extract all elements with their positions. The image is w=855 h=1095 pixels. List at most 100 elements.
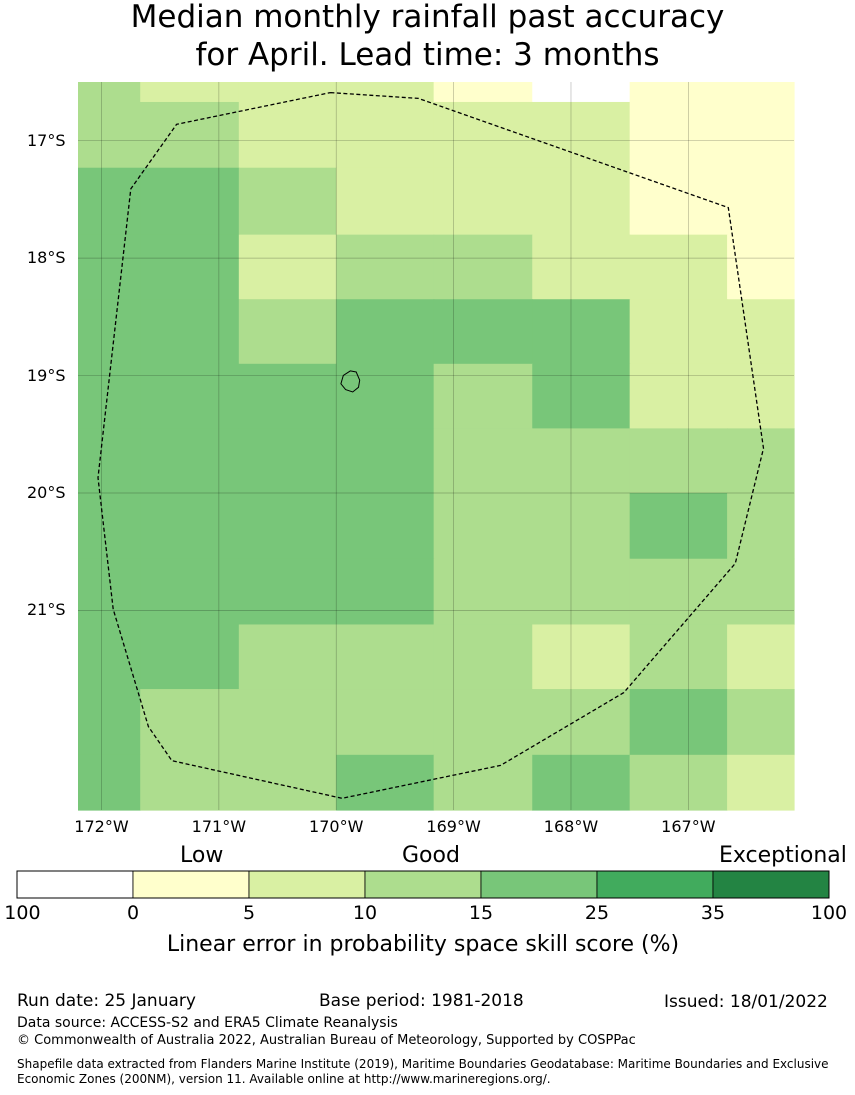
grid-cell <box>78 624 141 690</box>
grid-cell <box>433 82 533 103</box>
eez-boundary <box>97 91 765 799</box>
grid-cell <box>433 167 533 236</box>
grid-cell <box>336 689 435 756</box>
grid-cell <box>238 299 337 365</box>
grid-cell <box>140 167 240 236</box>
map-title-line-2: for April. Lead time: 3 months <box>195 37 660 73</box>
grid-cell <box>433 624 533 690</box>
grid-cell <box>629 754 728 811</box>
grid-cell <box>433 234 533 300</box>
grid-cell <box>140 234 240 300</box>
grid-cell <box>433 101 533 169</box>
grid-cell <box>336 492 435 560</box>
grid-cell <box>140 492 240 560</box>
grid-cell <box>532 558 631 626</box>
island-outline <box>340 370 361 393</box>
grid-cell <box>140 363 240 429</box>
grid-cell <box>336 624 435 690</box>
issued-date: Issued: 18/01/2022 <box>664 992 828 1012</box>
grid-cell <box>336 428 435 494</box>
grid-cell <box>532 101 631 169</box>
colorbar-segment <box>596 870 714 899</box>
longitude-label: 171°W <box>191 817 247 836</box>
shapefile-credit-line-1: Shapefile data extracted from Flanders M… <box>17 1057 829 1071</box>
colorbar-tick-label: 35 <box>700 902 726 924</box>
grid-cell <box>532 689 631 756</box>
grid-cell <box>532 624 631 690</box>
colorbar-frame <box>16 870 830 899</box>
grid-cell <box>433 363 533 429</box>
grid-cell <box>238 234 337 300</box>
longitude-label: 168°W <box>543 817 599 836</box>
grid-cell <box>78 82 141 103</box>
grid-cell <box>629 101 728 169</box>
grid-cell <box>629 299 728 365</box>
grid-cell <box>78 101 141 169</box>
grid-cell <box>140 754 240 811</box>
grid-cell <box>78 754 141 811</box>
grid-cell <box>238 492 337 560</box>
shapefile-credit-line-2: Economic Zones (200NM), version 11. Avai… <box>17 1072 551 1086</box>
grid-cell <box>433 428 533 494</box>
grid-cell <box>727 234 795 300</box>
grid-cell <box>78 428 141 494</box>
colorbar-segment <box>132 870 250 899</box>
colorbar-segment <box>480 870 598 899</box>
longitude-label: 169°W <box>426 817 481 836</box>
grid-cell <box>727 624 795 690</box>
colorbar-tick-label: 100 <box>4 902 41 924</box>
grid-cell <box>433 689 533 756</box>
grid-cell <box>238 428 337 494</box>
grid-cell <box>629 689 728 756</box>
grid-cell <box>238 82 337 103</box>
grid-cell <box>727 689 795 756</box>
base-period: Base period: 1981-2018 <box>319 991 524 1011</box>
grid-cell <box>629 363 728 429</box>
grid-cell <box>238 624 337 690</box>
grid-cell <box>629 624 728 690</box>
colorbar-segment <box>364 870 482 899</box>
longitude-label: 167°W <box>661 817 716 836</box>
latitude-label: 17°S <box>27 130 66 150</box>
skill-grid <box>78 82 795 811</box>
grid-cell <box>78 689 141 756</box>
grid-cell <box>532 299 631 365</box>
latitude-label: 19°S <box>27 365 66 385</box>
colorbar-segment <box>16 870 134 899</box>
grid-cell <box>433 299 533 365</box>
latitude-label: 20°S <box>27 482 66 502</box>
boundaries <box>97 91 765 799</box>
grid-cell <box>238 754 337 811</box>
grid-cell <box>238 167 337 236</box>
grid-cell <box>532 428 631 494</box>
colorbar-tick-label: 25 <box>584 902 610 924</box>
grid-cell <box>532 82 631 103</box>
grid-cell <box>336 299 435 365</box>
grid-cell <box>727 101 795 169</box>
grid-cell <box>532 167 631 236</box>
grid-cell <box>238 558 337 626</box>
grid-cell <box>727 167 795 236</box>
grid-cell <box>140 558 240 626</box>
grid-cell <box>532 754 631 811</box>
data-source: Data source: ACCESS-S2 and ERA5 Climate … <box>17 1015 398 1031</box>
graticule <box>78 82 794 810</box>
grid-cell <box>140 299 240 365</box>
grid-cell <box>727 82 795 103</box>
grid-cell <box>336 167 435 236</box>
grid-cell <box>532 234 631 300</box>
copyright-notice: © Commonwealth of Australia 2022, Austra… <box>17 1033 636 1048</box>
grid-cell <box>238 689 337 756</box>
run-date: Run date: 25 January <box>17 991 196 1011</box>
longitude-label: 172°W <box>74 817 129 836</box>
grid-cell <box>433 558 533 626</box>
grid-cell <box>336 82 435 103</box>
grid-cell <box>336 101 435 169</box>
colorbar-title: Linear error in probability space skill … <box>166 932 680 957</box>
grid-cell <box>727 492 795 560</box>
grid-cell <box>140 428 240 494</box>
colorbar-segment <box>712 870 830 899</box>
colorbar-tick-label: 15 <box>468 902 494 924</box>
colorbar-tick-label: 100 <box>810 902 848 924</box>
grid-cell <box>238 101 337 169</box>
